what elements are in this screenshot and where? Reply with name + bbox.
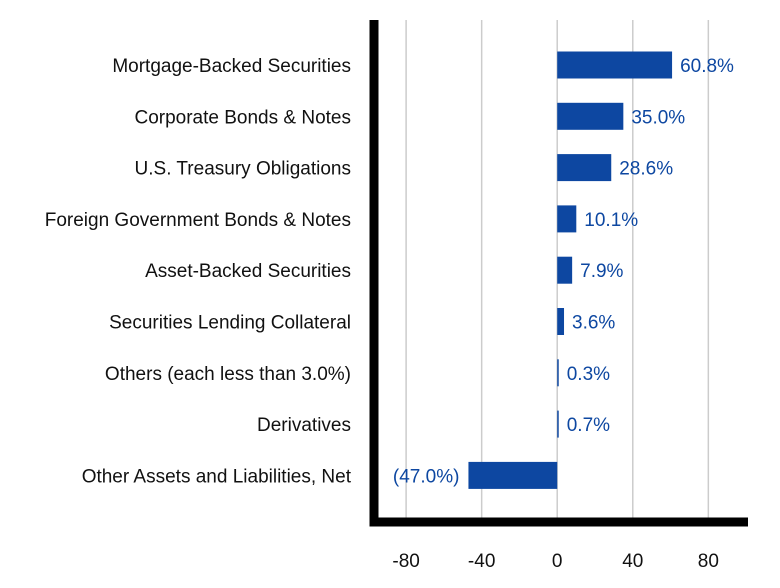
bar-others-each-less-than-3-0	[557, 359, 559, 387]
x-tick-label: 40	[622, 551, 643, 572]
data-label: 3.6%	[572, 313, 615, 334]
bar-mortgage-backed-securities	[557, 51, 673, 79]
x-tick-label: 80	[698, 551, 719, 572]
bars	[468, 51, 673, 489]
category-label: Derivatives	[257, 415, 351, 436]
bar-u-s-treasury-obligations	[557, 154, 612, 182]
bar-securities-lending-collateral	[557, 308, 565, 335]
data-label: 60.8%	[680, 56, 734, 77]
data-label: 0.7%	[567, 415, 610, 436]
category-label: Others (each less than 3.0%)	[105, 364, 351, 385]
x-tick-label: 0	[552, 551, 563, 572]
category-label: Other Assets and Liabilities, Net	[82, 466, 352, 487]
data-label: 10.1%	[584, 210, 638, 231]
x-tick-label: -80	[392, 551, 419, 572]
bar-other-assets-and-liabilities-net	[468, 461, 558, 489]
category-label: Mortgage-Backed Securities	[112, 56, 351, 77]
bar-asset-backed-securities	[557, 256, 573, 284]
data-label: 0.3%	[567, 364, 610, 385]
bar-foreign-government-bonds-notes	[557, 205, 577, 233]
bar-corporate-bonds-notes	[557, 102, 624, 130]
data-labels: 60.8% 35.0% 28.6% 10.1% 7.9% 3.6% 0.3% 0.7% (47.…	[393, 56, 734, 487]
axes	[369, 20, 748, 527]
bar-derivatives	[557, 410, 559, 438]
x-tick-label: -40	[468, 551, 495, 572]
data-label: 7.9%	[580, 261, 623, 282]
x-tick-labels: -80 -40 0 40 80	[392, 551, 719, 572]
category-label: U.S. Treasury Obligations	[135, 159, 351, 180]
data-label: 35.0%	[631, 107, 685, 128]
category-labels: Mortgage-Backed Securities Corporate Bond…	[45, 56, 352, 487]
data-label: 28.6%	[619, 159, 673, 180]
category-label: Asset-Backed Securities	[145, 261, 351, 282]
category-label: Foreign Government Bonds & Notes	[45, 210, 351, 231]
category-label: Securities Lending Collateral	[109, 313, 351, 334]
data-label: (47.0%)	[393, 466, 460, 487]
category-label: Corporate Bonds & Notes	[134, 107, 351, 128]
